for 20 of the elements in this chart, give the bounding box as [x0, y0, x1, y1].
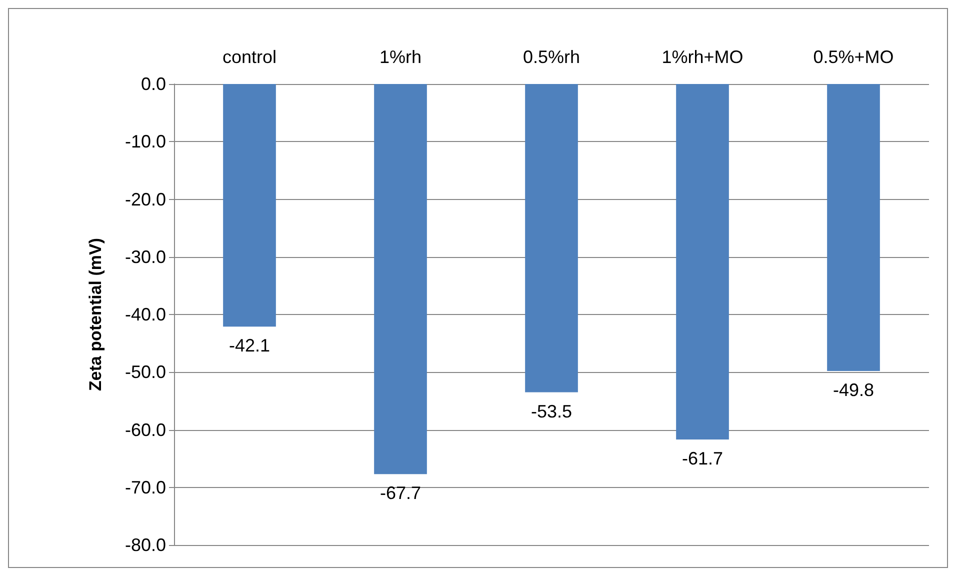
y-tick-label: -10.0 — [124, 132, 166, 152]
y-axis-title: Zeta potential (mV) — [86, 238, 105, 392]
x-tick-label: 0.5%+MO — [813, 47, 894, 67]
x-tick-label: 0.5%rh — [522, 47, 580, 67]
x-tick-label: control — [222, 47, 277, 67]
data-label: -53.5 — [530, 401, 572, 422]
y-tick-label: -80.0 — [124, 535, 166, 555]
y-tick-label: -40.0 — [124, 304, 166, 324]
y-tick-label: 0.0 — [140, 74, 166, 94]
data-label: -61.7 — [682, 448, 724, 469]
y-tick-label: -70.0 — [124, 477, 166, 498]
y-tick-label: -50.0 — [124, 362, 166, 382]
x-tick-label: 1%rh+MO — [662, 47, 744, 67]
x-tick-label: 1%rh — [379, 47, 422, 67]
data-label: -42.1 — [228, 336, 270, 356]
data-label: -49.8 — [832, 380, 874, 400]
y-tick-label: -60.0 — [124, 420, 166, 440]
data-label: -67.7 — [380, 483, 422, 504]
y-tick-label: -30.0 — [124, 246, 166, 267]
y-tick-label: -20.0 — [124, 189, 166, 210]
